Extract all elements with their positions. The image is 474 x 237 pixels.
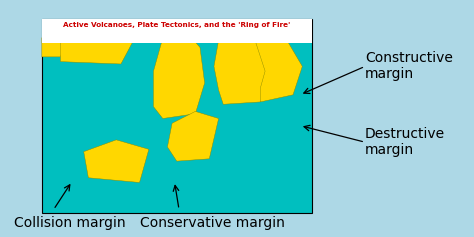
Text: Collision margin: Collision margin [14, 216, 126, 230]
Text: Conservative margin: Conservative margin [139, 216, 284, 230]
Polygon shape [61, 26, 135, 64]
Text: Destructive
margin: Destructive margin [365, 127, 445, 157]
Polygon shape [214, 28, 274, 104]
FancyBboxPatch shape [42, 19, 311, 43]
Text: Constructive
margin: Constructive margin [365, 51, 453, 82]
Polygon shape [167, 111, 219, 161]
Polygon shape [154, 26, 205, 118]
Polygon shape [256, 28, 302, 102]
Polygon shape [42, 31, 65, 57]
Text: Active Volcanoes, Plate Tectonics, and the 'Ring of Fire': Active Volcanoes, Plate Tectonics, and t… [63, 22, 291, 28]
FancyBboxPatch shape [42, 19, 311, 213]
Polygon shape [84, 140, 149, 182]
